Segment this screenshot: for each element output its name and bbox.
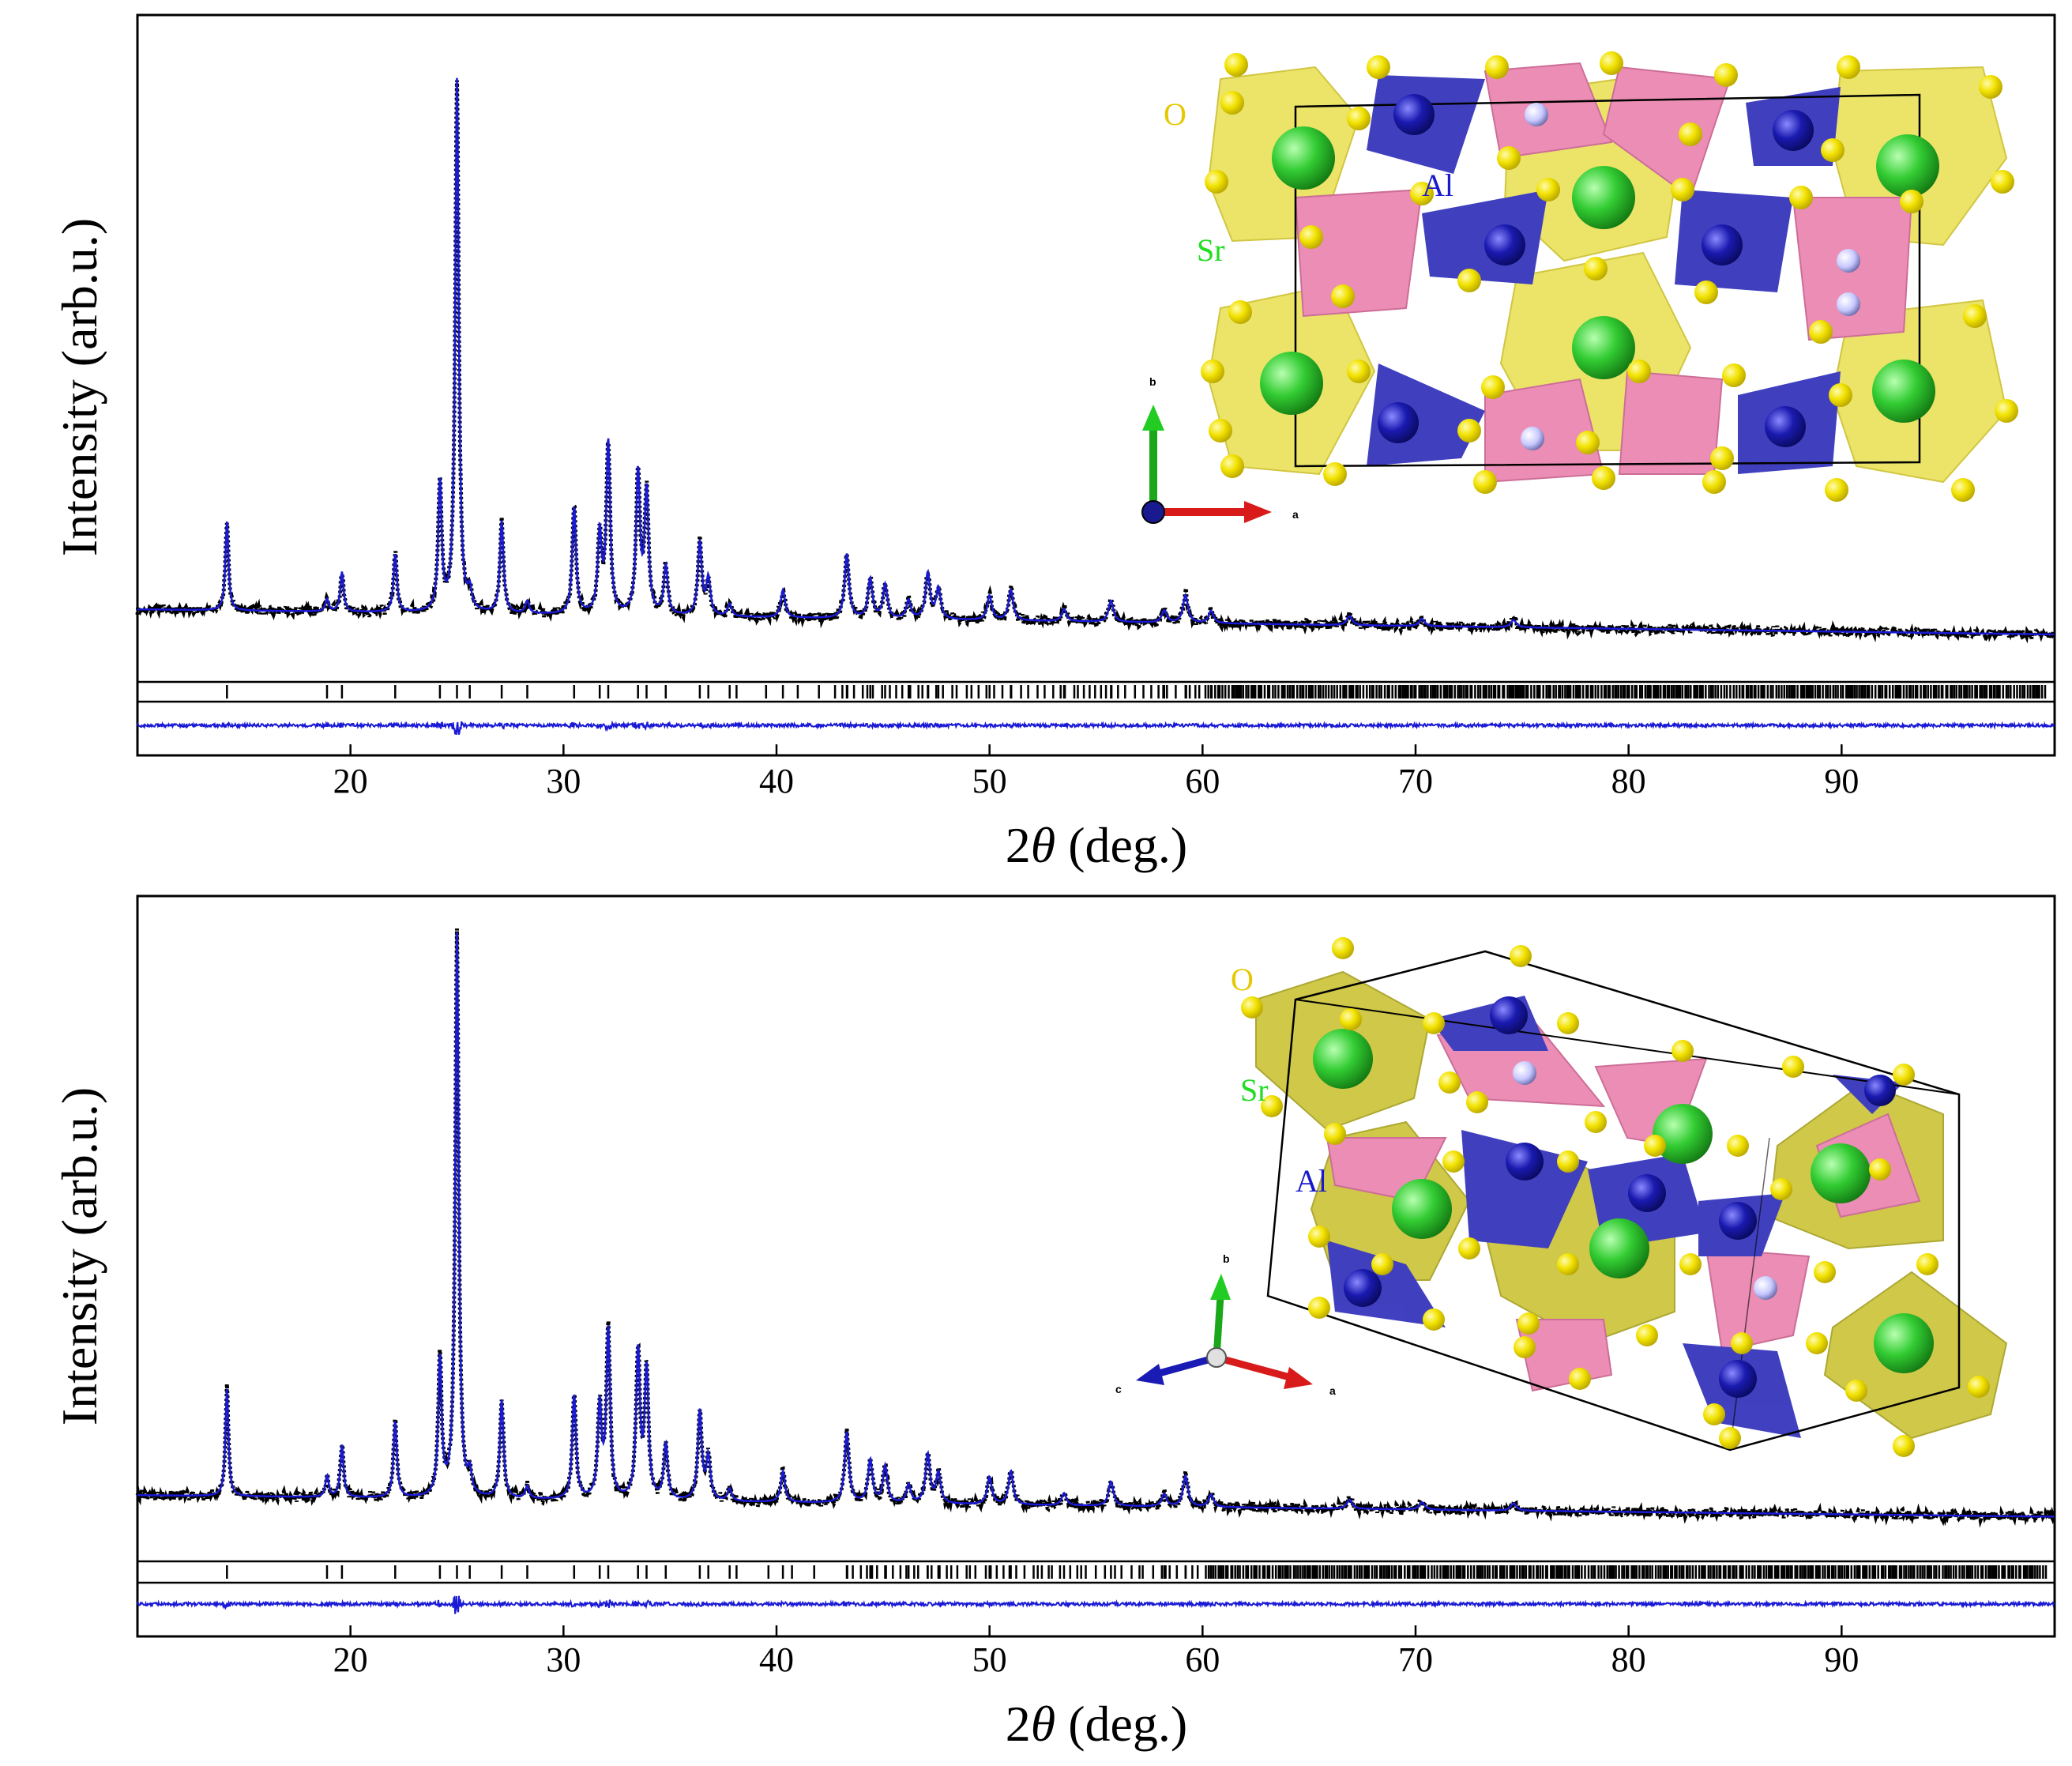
plot-frame <box>136 13 2056 757</box>
crystal-axes-indicator: b c a <box>1115 1252 1336 1397</box>
top-panel: 20 30 40 50 60 70 80 90 2θ (deg.) Intensity (ar… <box>51 13 2056 873</box>
x-tick-label: 20 <box>333 762 368 800</box>
b-axis-label: b <box>1223 1252 1230 1265</box>
c-axis-label: c <box>1115 1383 1122 1395</box>
x-tick-label: 80 <box>1611 762 1646 800</box>
strontium-label: Sr <box>1197 232 1225 268</box>
x-tick-label: 30 <box>546 762 581 800</box>
a-axis-label: a <box>1292 508 1299 521</box>
crystal-structure-inset: O Sr Al b c a <box>1115 937 2008 1457</box>
x-tick-label: 20 <box>333 1640 368 1679</box>
y-axis-title: Intensity (arb.u.) <box>51 218 107 556</box>
x-tick-label: 90 <box>1824 1640 1859 1679</box>
b-axis-label: b <box>1149 375 1156 388</box>
plot-frame <box>136 894 2056 1638</box>
x-tick-label: 90 <box>1824 762 1859 800</box>
oxygen-label: O <box>1231 962 1254 997</box>
aluminium-label: Al <box>1295 1163 1327 1199</box>
strontium-label: Sr <box>1240 1072 1269 1108</box>
calculated-curve <box>137 77 2055 636</box>
x-tick-label: 70 <box>1398 1640 1433 1679</box>
y-axis-title: Intensity (arb.u.) <box>51 1087 107 1425</box>
crystal-structure-inset: O Al Sr b a <box>1141 51 2018 524</box>
a-axis-label: a <box>1329 1384 1336 1397</box>
bragg-ticks <box>226 1565 2048 1579</box>
difference-curve <box>137 1595 2055 1614</box>
crystal-axes-indicator: b a <box>1141 375 1299 524</box>
difference-curve <box>137 720 2055 736</box>
x-tick-label: 60 <box>1185 762 1220 800</box>
x-tick-label: 50 <box>972 1640 1007 1679</box>
x-axis-title: 2θ (deg.) <box>1006 817 1187 873</box>
x-tick-label: 80 <box>1611 1640 1646 1679</box>
calculated-curve <box>137 932 2055 1518</box>
x-tick-label: 70 <box>1398 762 1433 800</box>
x-axis: 20 30 40 50 60 70 80 90 <box>333 1625 1859 1679</box>
aluminium-label: Al <box>1422 168 1453 203</box>
x-axis-title: 2θ (deg.) <box>1006 1696 1187 1752</box>
x-tick-label: 30 <box>546 1640 581 1679</box>
x-tick-label: 40 <box>759 762 794 800</box>
x-tick-label: 60 <box>1185 1640 1220 1679</box>
bottom-panel: 20 30 40 50 60 70 80 90 2θ (deg.) Intensity (ar… <box>51 894 2056 1752</box>
bragg-ticks <box>226 685 2047 698</box>
oxygen-label: O <box>1164 96 1186 132</box>
x-tick-label: 40 <box>759 1640 794 1679</box>
x-tick-label: 50 <box>972 762 1007 800</box>
x-axis: 20 30 40 50 60 70 80 90 <box>333 744 1859 800</box>
